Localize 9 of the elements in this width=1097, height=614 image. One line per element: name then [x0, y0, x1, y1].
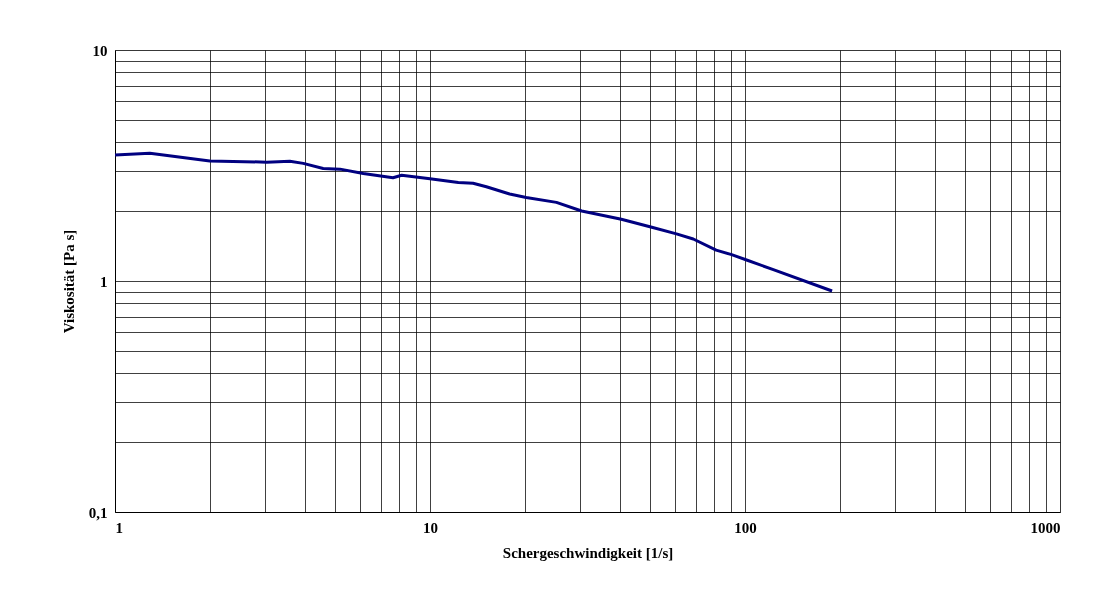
y-tick-label: 1 [100, 273, 108, 290]
x-tick-label: 10 [423, 519, 438, 536]
y-tick-label: 10 [92, 42, 108, 59]
x-axis-title: Schergeschwindigkeit [1/s] [502, 544, 674, 561]
x-tick-label: 1 [115, 519, 123, 536]
x-tick-label: 1000 [1030, 519, 1061, 536]
y-axis-title: Viskosität [Pa s] [60, 229, 77, 334]
x-tick-label: 100 [734, 519, 757, 536]
y-tick-label: 0,1 [88, 504, 108, 521]
